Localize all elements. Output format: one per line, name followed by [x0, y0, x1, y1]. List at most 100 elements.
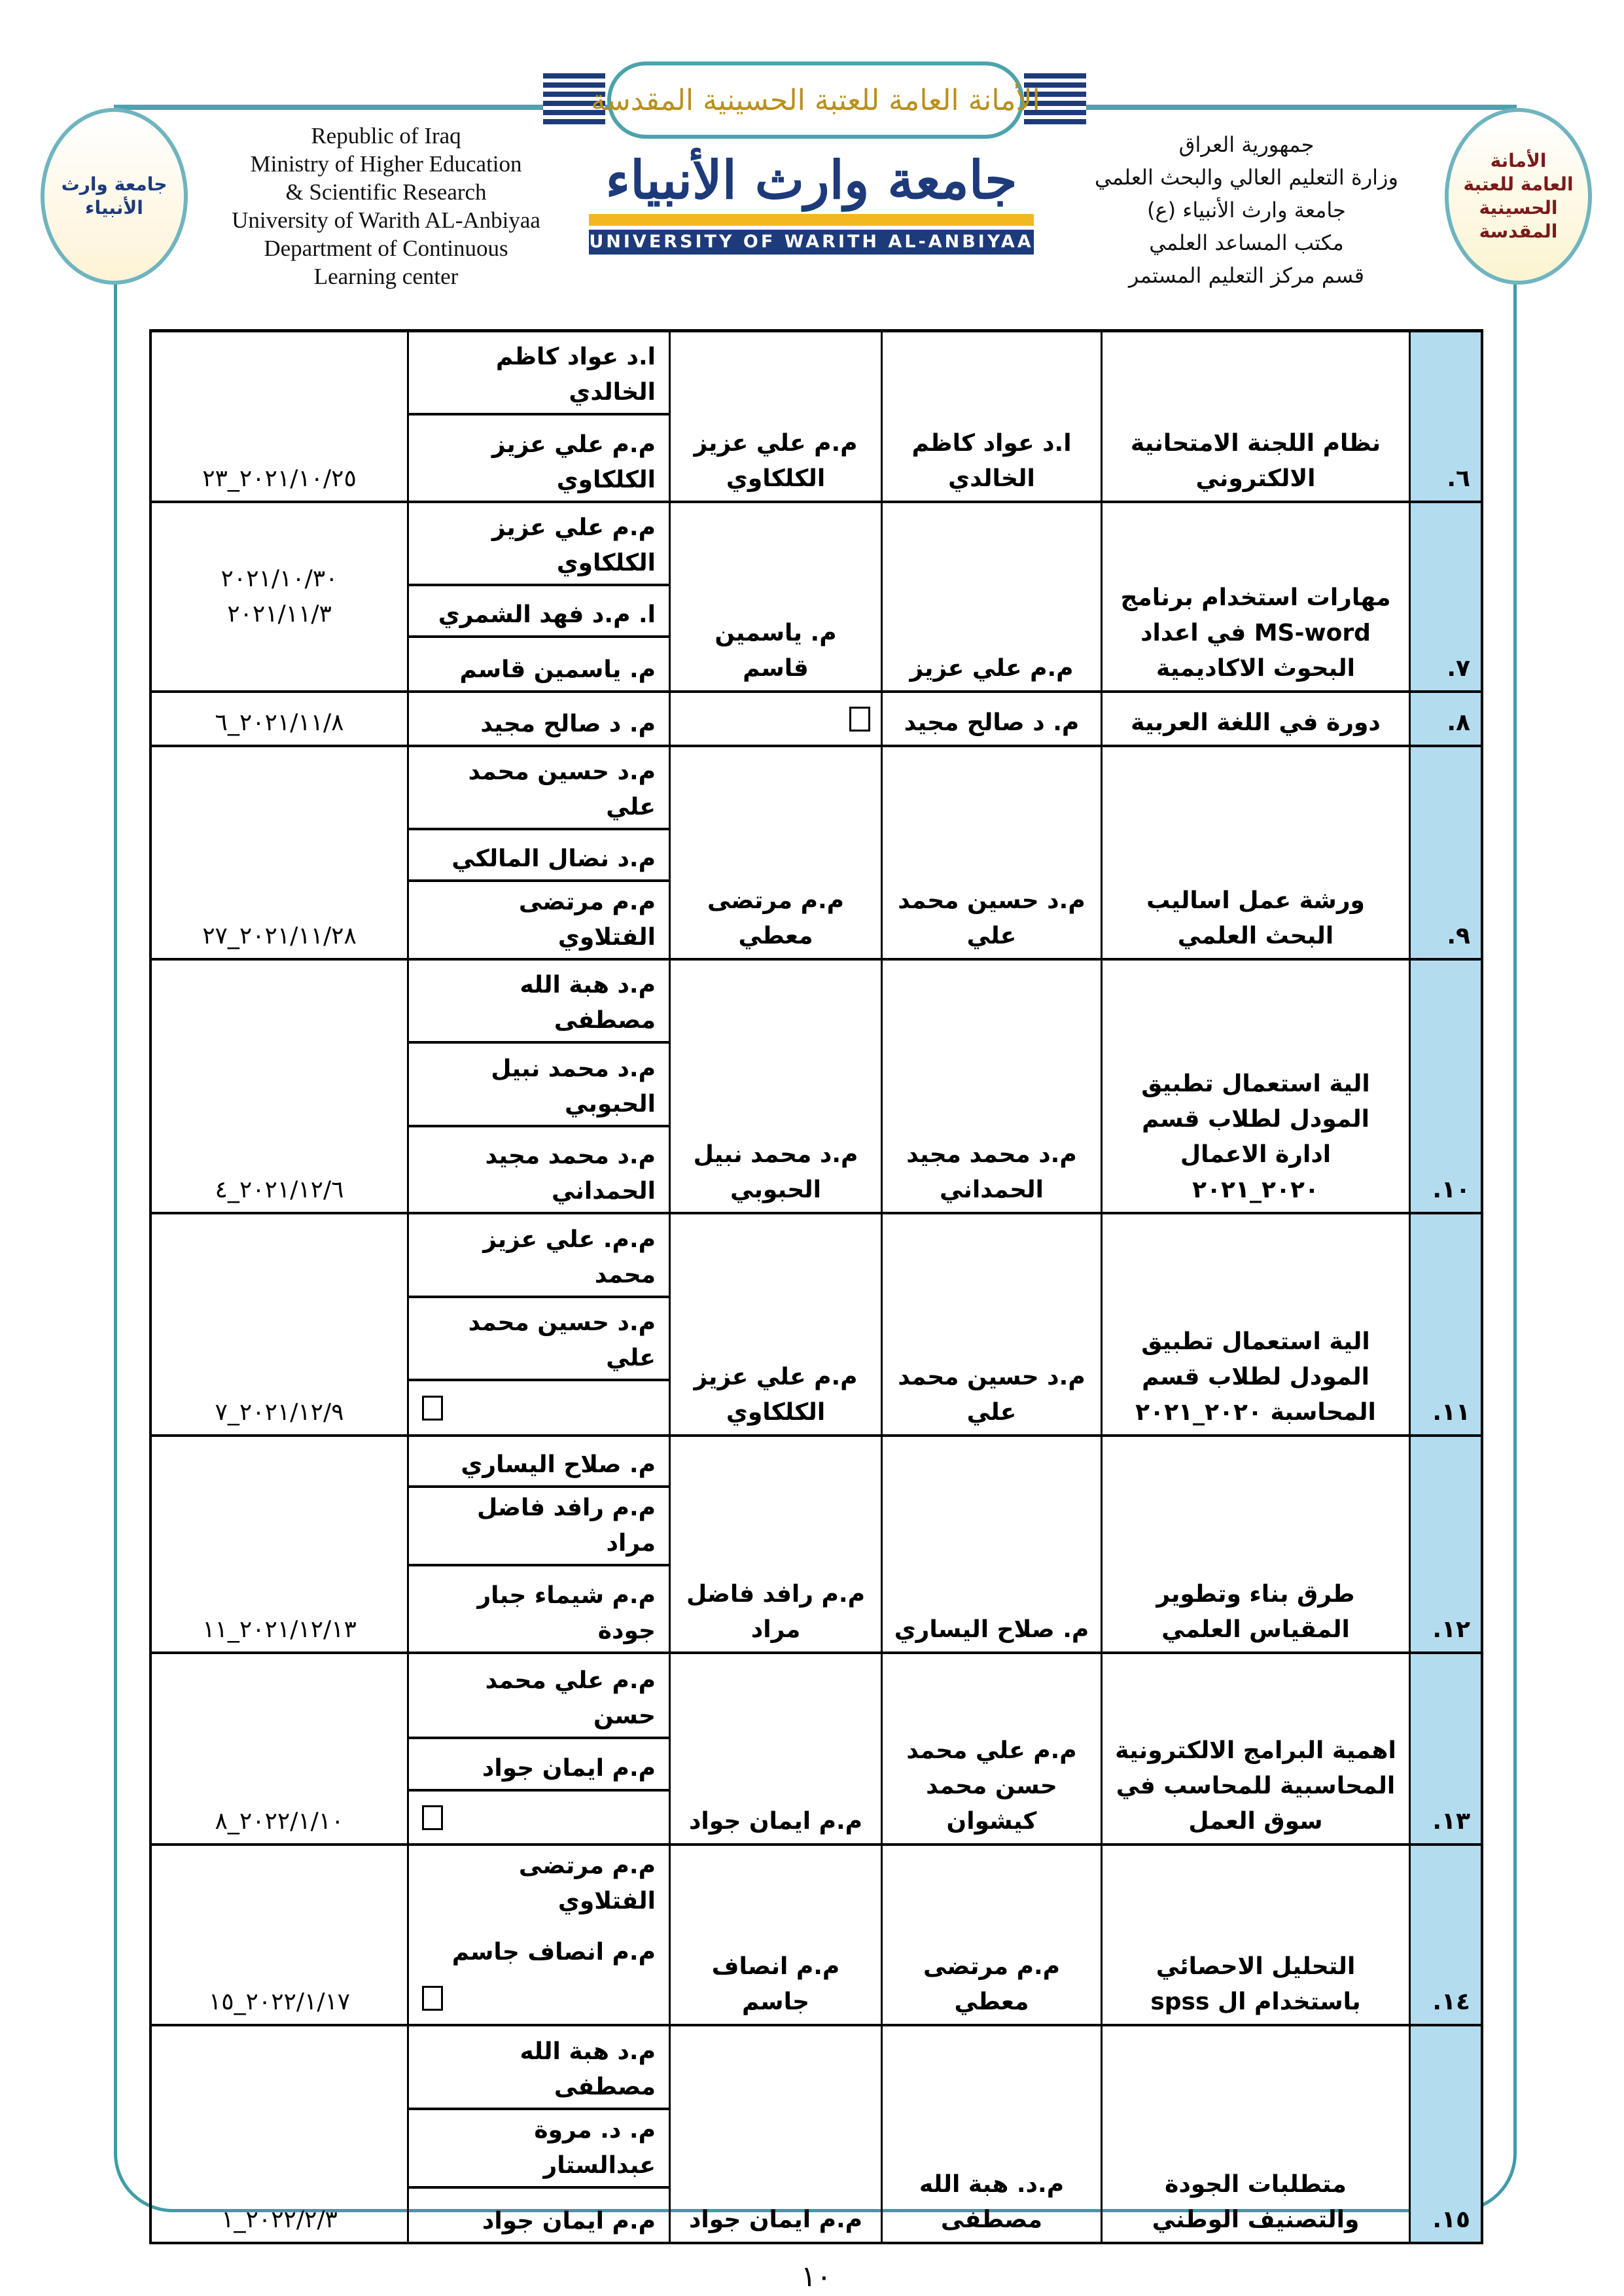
coordinator: م.م مرتضى معطي	[669, 747, 881, 958]
presenter: م.م مرتضى معطي	[881, 1846, 1101, 2024]
cell-text: ١٤.	[1432, 1988, 1470, 2015]
presenter: م.د حسين محمد علي	[881, 747, 1101, 958]
coordinator: م.م علي عزيز الكلكاوي	[669, 332, 881, 501]
coordinator: م.م علي عزيز الكلكاوي	[669, 1214, 881, 1434]
checkbox-icon	[422, 1395, 443, 1421]
cell-text: دورة في اللغة العربية	[1131, 709, 1381, 736]
date-text: ٢٠٢١/١٠/٣٠	[221, 565, 338, 592]
date-cell: ٢٠٢١/١١/٢٨_٢٧	[149, 747, 407, 958]
logo-bar	[589, 214, 1034, 226]
cell-text: م.د حسين محمد علي	[898, 887, 1086, 949]
members-cell: م. د صالح مجيد	[407, 693, 669, 745]
frame-top-right	[1021, 105, 1517, 110]
date-text: ٢٠٢١/١٠/٢٥_٢٣	[202, 465, 357, 492]
cell-text: ٨.	[1447, 709, 1470, 736]
members-cell: م.د حسين محمد علي م.د نضال المالكي م.م مرت…	[407, 747, 669, 958]
member-item: م.م علي عزيز الكلكاوي	[409, 415, 669, 501]
presenter: م.م علي عزيز	[881, 503, 1101, 690]
logo-arabic: جامعة وارث الأنبياء	[605, 149, 1017, 211]
date-text: ٢٠٢١/١١/٢٨_٢٧	[202, 923, 357, 949]
member-item: م.م مرتضى الفتلاوي	[409, 882, 669, 958]
cell-text: ١١.	[1432, 1399, 1470, 1426]
date-text: ٢٠٢٢/١/١٧_١٥	[208, 1988, 351, 2015]
header-line: قسم مركز التعليم المستمر	[1128, 263, 1365, 288]
member-item: م. ياسمين قاسم	[409, 638, 669, 690]
cell-text: ١٠.	[1432, 1176, 1470, 1203]
calligraphy-banner: الأمانة العامة للعتبة الحسينية المقدسة	[591, 62, 1040, 139]
table-row: ١٢. طرق بناء وتطوير المقياس العلمي م. صلاح…	[149, 1437, 1483, 1654]
course-title: ورشة عمل اساليب البحث العلمي	[1101, 747, 1409, 958]
cell-text: مهارات استخدام برنامج MS-word في اعداد ا…	[1120, 584, 1391, 682]
frame-top-left	[114, 105, 611, 110]
members-cell: م.م علي عزيز الكلكاوي ا. م.د فهد الشمري م.…	[407, 503, 669, 690]
member-item: م.م شيماء جبار جودة	[409, 1566, 669, 1651]
date-cell: ٢٠٢١/١٢/٩_٧	[149, 1214, 407, 1434]
member-item: م. د صالح مجيد	[409, 693, 669, 745]
date-cell: ٢٠٢١/١٢/١٣_١١	[149, 1437, 407, 1651]
university-logo: جامعة وارث الأنبياء UNIVERSITY OF WARITH…	[589, 149, 1034, 255]
coordinator: م.د محمد نبيل الحبوبي	[669, 961, 881, 1212]
header-line: Republic of Iraq	[311, 123, 461, 149]
member-item: م.م ايمان جواد	[409, 1739, 669, 1792]
row-number: ٨.	[1409, 693, 1483, 745]
page-number: ١٠	[800, 2260, 832, 2293]
table-row: ٨. دورة في اللغة العربية م. د صالح مجيد م. …	[149, 693, 1483, 747]
course-title: مهارات استخدام برنامج MS-word في اعداد ا…	[1101, 503, 1409, 690]
members-cell: م.د هبة الله مصطفى م. د. مروة عبدالستار م.…	[407, 2026, 669, 2242]
presenter: م.م علي محمد حسن محمد كيشوان	[881, 1654, 1101, 1843]
header-line: & Scientific Research	[285, 179, 487, 205]
cell-text: ١٥.	[1432, 2206, 1470, 2233]
row-number: ١١.	[1409, 1214, 1483, 1434]
english-header: Republic of Iraq Ministry of Higher Educ…	[196, 122, 576, 291]
row-number: ٦.	[1409, 332, 1483, 501]
table-row: ١٥. متطلبات الجودة والتصنيف الوطني م.د. هب…	[149, 2026, 1483, 2244]
cell-text: ا.د عواد كاظم الخالدي	[911, 430, 1072, 492]
header-line: Ministry of Higher Education	[250, 151, 522, 177]
date-cell: ٢٠٢٢/١/١٠_٨	[149, 1654, 407, 1843]
row-number: ١٢.	[1409, 1437, 1483, 1651]
cell-text: م.م علي عزيز	[909, 655, 1074, 682]
row-number: ٩.	[1409, 747, 1483, 958]
cell-text: م.م رافد فاضل مراد	[686, 1581, 865, 1643]
member-item: م.م علي عزيز الكلكاوي	[409, 503, 669, 586]
course-title: طرق بناء وتطوير المقياس العلمي	[1101, 1437, 1409, 1651]
cell-text: ا. م.د فهد الشمري	[438, 601, 656, 628]
cell-text: م.م علي عزيز الكلكاوي	[694, 430, 858, 492]
row-number: ١٤.	[1409, 1846, 1483, 2024]
presenter: م.د محمد مجيد الحمداني	[881, 961, 1101, 1212]
course-title: التحليل الاحصائي باستخدام ال spss	[1101, 1846, 1409, 2024]
date-cell: ٢٠٢٢/١/١٧_١٥	[149, 1846, 407, 2024]
row-number: ١٠.	[1409, 961, 1483, 1212]
cell-text: م.م ايمان جواد	[482, 2208, 656, 2234]
member-item: م.د محمد مجيد الحمداني	[409, 1127, 669, 1212]
cell-text: م. صلاح اليساري	[894, 1616, 1089, 1643]
coordinator: م.م رافد فاضل مراد	[669, 1437, 881, 1651]
member-item: ا.د عواد كاظم الخالدي	[409, 332, 669, 415]
checkbox-icon	[849, 706, 870, 732]
members-cell: م.م مرتضى الفتلاوي م.م انصاف جاسم	[407, 1846, 669, 2024]
cell-text: م.م رافد فاضل مراد	[477, 1494, 656, 1557]
date-text: ٢٠٢١/١٢/٦_٤	[215, 1176, 344, 1203]
cell-text: م. ياسمين قاسم	[459, 656, 656, 683]
cell-text: م.م علي محمد حسن محمد كيشوان	[906, 1737, 1077, 1835]
member-item: م. د. مروة عبدالستار	[409, 2110, 669, 2189]
members-cell: م.د هبة الله مصطفى م.د محمد نبيل الحبوبي م…	[407, 961, 669, 1212]
presenter: م.د. هبة الله مصطفى	[881, 2026, 1101, 2242]
coordinator: م.م انصاف جاسم	[669, 1846, 881, 2024]
cell-text: م.م علي عزيز الكلكاوي	[694, 1364, 858, 1426]
cell-text: ا.د عواد كاظم الخالدي	[495, 344, 656, 406]
checkbox-icon	[422, 1805, 443, 1830]
header-line: جامعة وارث الأنبياء (ع)	[1147, 198, 1346, 222]
member-item	[409, 1381, 669, 1434]
date-cell: ٢٠٢١/١٢/٦_٤	[149, 961, 407, 1212]
course-title: اهمية البرامج الالكترونية المحاسبية للمح…	[1101, 1654, 1409, 1843]
ornament-left	[543, 72, 605, 124]
member-item: م.م انصاف جاسم	[409, 1922, 669, 1973]
cell-text: م.م شيماء جبار جودة	[477, 1582, 656, 1644]
members-cell: م.م علي محمد حسن م.م ايمان جواد	[407, 1654, 669, 1843]
header-line: وزارة التعليم العالي والبحث العلمي	[1095, 165, 1398, 190]
table-row: ٩. ورشة عمل اساليب البحث العلمي م.د حسين م…	[149, 747, 1483, 961]
presenter: ا.د عواد كاظم الخالدي	[881, 332, 1101, 501]
course-title: الية استعمال تطبيق المودل لطلاب قسم المح…	[1101, 1214, 1409, 1434]
members-cell: ا.د عواد كاظم الخالدي م.م علي عزيز الكلكا…	[407, 332, 669, 501]
